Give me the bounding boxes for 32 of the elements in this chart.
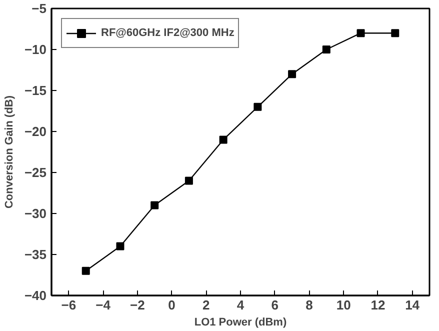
point — [391, 29, 400, 38]
y-tick-label: −20 — [24, 124, 47, 139]
x-tick-label: 4 — [236, 298, 245, 312]
x-tick-label: −6 — [61, 298, 76, 312]
y-tick-label: −25 — [24, 165, 47, 180]
point — [322, 46, 330, 54]
x-tick-label: 14 — [405, 298, 420, 312]
x-tick-label: −4 — [96, 298, 112, 312]
x-tick-label: 12 — [370, 298, 386, 312]
x-tick-label: 2 — [202, 298, 210, 312]
x-tick-label: −2 — [130, 298, 145, 312]
point — [356, 29, 365, 38]
point — [150, 201, 159, 210]
point — [184, 176, 193, 185]
x-tick-label: 10 — [336, 298, 351, 312]
y-tick-label: −15 — [24, 83, 47, 98]
y-tick-label: −30 — [24, 206, 47, 221]
point — [254, 102, 262, 111]
x-axis-title: LO1 Power (dBm) — [194, 316, 287, 328]
point — [288, 70, 296, 78]
x-tick-label: 8 — [306, 298, 313, 312]
point — [219, 136, 228, 144]
y-tick-label: −40 — [24, 288, 47, 303]
x-tick-label: 6 — [271, 298, 278, 312]
y-tick-label: −35 — [24, 247, 47, 262]
y-tick-label: −10 — [24, 42, 47, 57]
point — [116, 242, 124, 250]
y-axis-title: Conversion Gain (dB) — [3, 95, 16, 209]
point — [82, 266, 90, 275]
y-tick-label: −5 — [32, 1, 47, 16]
x-tick-label: 0 — [168, 298, 176, 312]
legend-label: RF@60GHz IF2@300 MHz — [101, 27, 234, 39]
